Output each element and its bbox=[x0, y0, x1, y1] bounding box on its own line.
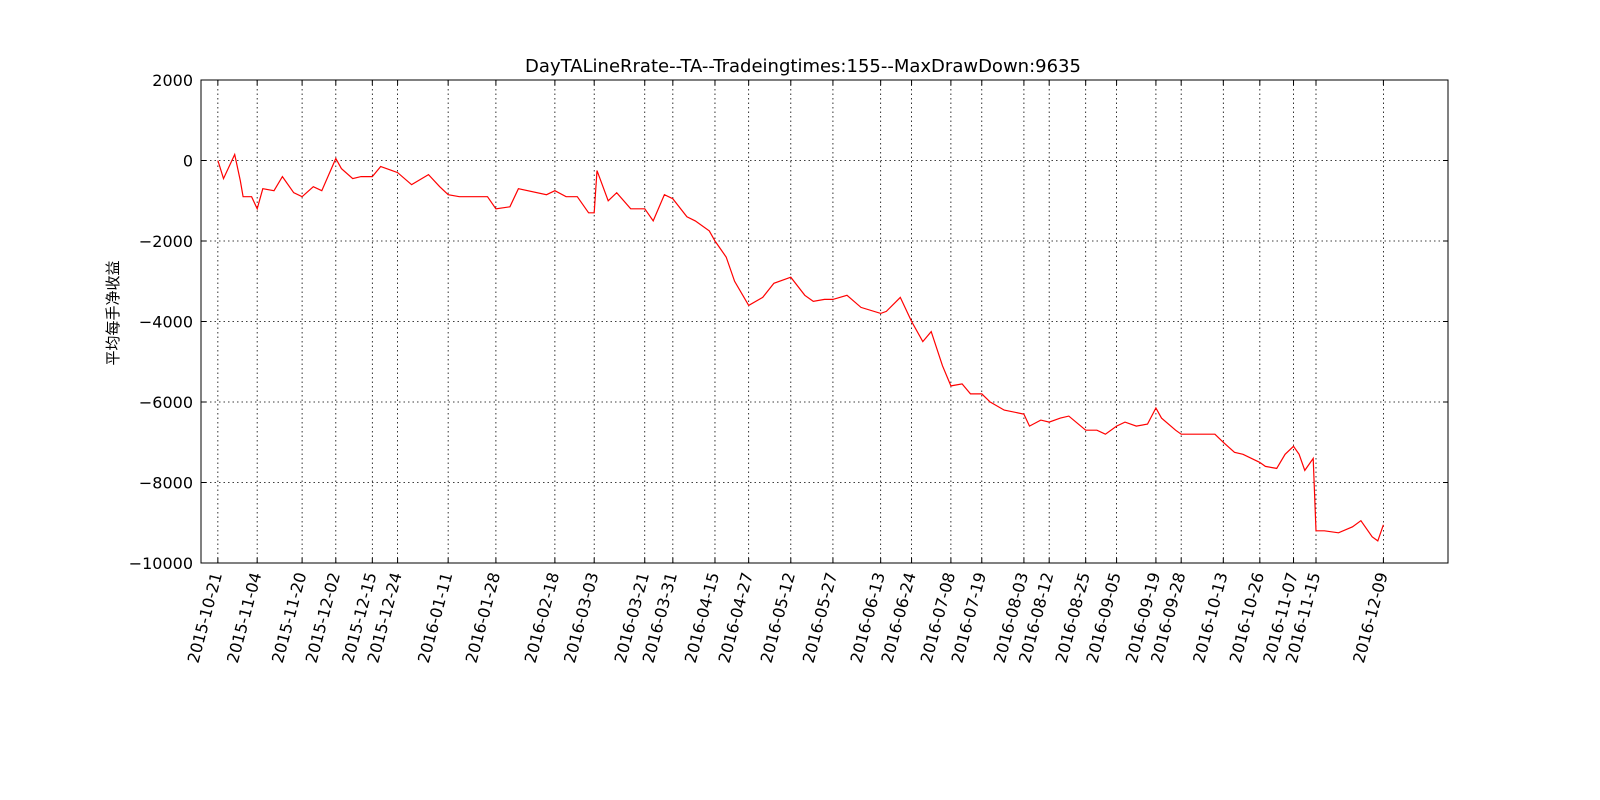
y-tick-label: −4000 bbox=[139, 313, 193, 332]
grid-lines bbox=[201, 80, 1448, 563]
plot-area-frame bbox=[200, 79, 1449, 564]
series-line bbox=[217, 152, 1384, 542]
y-tick-label: −6000 bbox=[139, 393, 193, 412]
y-tick-label: −2000 bbox=[139, 232, 193, 251]
y-tick-label: 2000 bbox=[152, 71, 193, 90]
y-tick-label: −8000 bbox=[139, 474, 193, 493]
y-axis-ticks: 2000 0 −2000 −4000 −6000 −8000 −10000 bbox=[129, 71, 1448, 573]
y-tick-label: 0 bbox=[183, 152, 193, 171]
chart-title: DayTALineRrate--TA--Tradeingtimes:155--M… bbox=[525, 56, 1081, 77]
y-tick-label: −10000 bbox=[129, 554, 193, 573]
y-axis-label: 平均每手净收益 bbox=[104, 260, 122, 365]
